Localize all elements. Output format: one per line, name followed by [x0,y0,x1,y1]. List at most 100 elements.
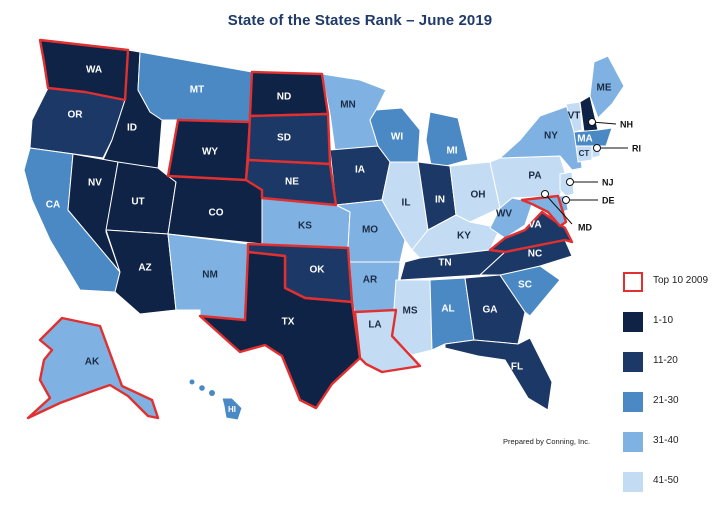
credit-text: Prepared by Conning, Inc. [503,437,591,446]
callout-label-DE: DE [602,195,615,205]
islet [189,379,195,385]
state-MD[interactable] [520,194,568,228]
us-state-map: WA OR CA ID NV MT WY UT AZ CO NM ND SD N… [23,38,641,421]
label-MA: MA [577,134,593,145]
label-WI: WI [391,132,403,143]
callout-line-MD [544,193,573,225]
islet [199,385,205,391]
label-WA: WA [86,65,102,76]
legend-item-41-50: 41-50 [623,472,718,502]
legend-swatch [623,472,643,492]
label-SD: SD [277,133,291,144]
label-ID: ID [127,123,137,134]
label-SC: SC [518,280,532,291]
callout-label-NH: NH [620,119,633,129]
state-WI[interactable] [369,107,421,163]
legend-label: 41-50 [653,475,679,486]
label-KY: KY [457,231,471,242]
label-TN: TN [438,258,451,269]
label-NE: NE [285,177,299,188]
legend-label: Top 10 2009 [653,275,709,286]
legend-swatch [623,312,643,332]
state-AK[interactable] [26,316,160,420]
label-AL: AL [441,304,454,315]
label-GA: GA [483,305,498,316]
legend-item-21-30: 21-30 [623,392,718,422]
label-MN: MN [340,100,356,111]
callout-line-NH [591,121,617,125]
legend-item-1-10: 1-10 [623,312,718,342]
state-ME[interactable] [589,55,625,119]
islet [209,390,215,396]
label-LA: LA [368,320,381,331]
label-MO: MO [362,225,378,236]
state-OH[interactable] [449,161,501,223]
legend-item-31-40: 31-40 [623,432,718,462]
label-TX: TX [282,317,295,328]
label-MI: MI [446,146,457,157]
label-OK: OK [310,265,326,276]
label-CT: CT [579,149,590,158]
map-title: State of the States Rank – June 2019 [227,12,493,29]
legend-item-11-20: 11-20 [623,352,718,382]
label-HI: HI [228,405,236,414]
label-IL: IL [402,198,411,209]
label-CA: CA [46,200,60,211]
label-AZ: AZ [138,263,151,274]
label-IN: IN [435,195,445,206]
label-KS: KS [298,221,312,232]
legend-label: 21-30 [653,395,679,406]
label-MS: MS [403,306,418,317]
label-NY: NY [544,131,558,142]
legend-label: 1-10 [653,315,674,326]
label-VT: VT [568,111,581,122]
legend-swatch [623,432,643,452]
label-OH: OH [471,190,486,201]
state-MI[interactable] [425,111,469,171]
legend: Top 10 2009 1-10 11-20 21-30 31-40 41-50 [623,272,718,512]
legend-swatch [623,392,643,412]
legend-swatch [623,272,643,292]
label-FL: FL [511,362,523,373]
label-IA: IA [355,165,365,176]
callout-dot-MD [541,190,549,198]
state-VA[interactable] [488,210,574,254]
state-MA[interactable] [573,127,613,147]
label-CO: CO [209,208,224,219]
label-OR: OR [68,110,84,121]
legend-label: 31-40 [653,435,679,446]
callout-label-MD: MD [578,222,592,232]
callout-dot-RI [593,144,601,152]
state-FL[interactable] [444,337,553,411]
state-AR[interactable] [349,261,401,313]
state-labels: WA OR CA ID NV MT WY UT AZ CO NM ND SD N… [46,65,612,414]
state-TX[interactable] [198,250,362,410]
label-WY: WY [202,147,218,158]
label-NV: NV [88,178,102,189]
state-callouts: NH RI NJ DE MD [541,118,641,232]
state-LA[interactable] [353,308,422,374]
label-PA: PA [528,171,541,182]
label-ND: ND [277,92,291,103]
callout-dot-DE [562,196,570,204]
state-WA[interactable] [38,38,130,102]
state-VT[interactable] [565,101,583,133]
legend-item-top10: Top 10 2009 [623,272,718,302]
label-AR: AR [363,275,378,286]
legend-label: 11-20 [653,355,678,366]
callout-label-RI: RI [632,143,641,153]
label-NC: NC [528,249,542,260]
label-UT: UT [131,197,144,208]
label-VA: VA [528,220,541,231]
hawaii-islets [189,379,215,396]
callout-dot-NJ [566,178,574,186]
state-NE[interactable] [244,158,338,207]
state-CT[interactable] [575,145,593,163]
label-NM: NM [202,270,218,281]
state-HI[interactable] [221,397,243,421]
callout-dot-NH [588,118,596,126]
states-layer [23,38,625,421]
label-AK: AK [85,357,100,368]
callout-label-NJ: NJ [602,177,614,187]
label-ME: ME [597,83,612,94]
